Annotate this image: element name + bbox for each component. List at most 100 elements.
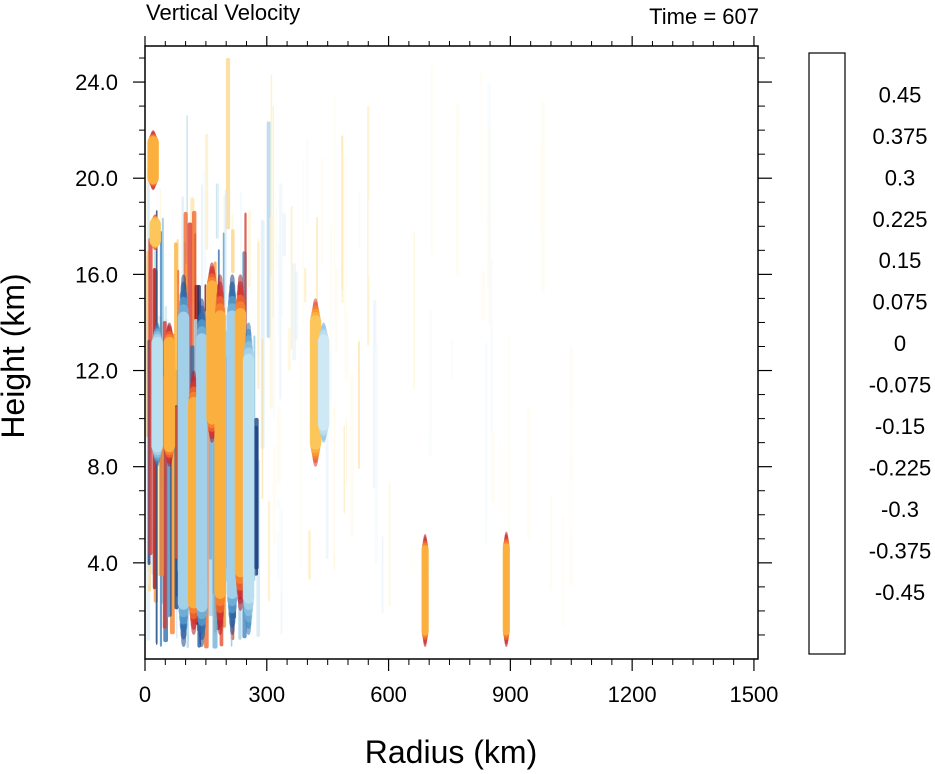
velocity-cell xyxy=(374,344,378,565)
velocity-cell xyxy=(569,479,574,534)
velocity-cell xyxy=(275,136,279,367)
velocity-cell xyxy=(540,146,543,231)
velocity-cell xyxy=(499,307,503,516)
velocity-cell xyxy=(425,197,431,434)
x-tick-label: 1200 xyxy=(608,682,657,707)
velocity-cell xyxy=(464,122,468,285)
plot-frame xyxy=(144,45,759,660)
x-axis-ticks: 0 300 600 900 1200 1500 xyxy=(139,36,778,707)
velocity-cell xyxy=(332,417,335,553)
velocity-cell xyxy=(151,336,163,453)
velocity-cell xyxy=(147,136,159,185)
velocity-cell xyxy=(484,342,488,545)
velocity-cell xyxy=(388,482,391,607)
x-axis-label: Radius (km) xyxy=(365,734,537,770)
velocity-cell xyxy=(444,414,448,586)
velocity-cell xyxy=(247,209,252,287)
colorbar-label: 0.3 xyxy=(885,165,916,190)
velocity-cell xyxy=(413,232,415,390)
colorbar-label: -0.15 xyxy=(875,414,925,439)
colorbar-label: 0.075 xyxy=(872,290,927,315)
velocity-cell xyxy=(569,347,573,586)
x-tick-label: 900 xyxy=(492,682,529,707)
velocity-cell xyxy=(329,224,332,443)
velocity-cell xyxy=(507,334,510,563)
velocity-cell xyxy=(277,406,281,485)
velocity-feature-12 xyxy=(242,322,255,635)
velocity-cell xyxy=(345,417,347,487)
chart-title: Vertical Velocity xyxy=(146,0,300,25)
y-tick-label: 24.0 xyxy=(75,70,118,95)
colorbar-label: -0.075 xyxy=(869,373,931,398)
velocity-cell xyxy=(334,266,338,352)
colorbar-frame xyxy=(808,52,846,655)
velocity-cell xyxy=(290,206,293,350)
velocity-cell xyxy=(558,337,561,509)
velocity-cell xyxy=(559,379,563,406)
velocity-feature-9 xyxy=(214,274,226,635)
colorbar: 0.45 0.375 0.3 0.225 0.15 0.075 0 -0.075 -0.15 -0… xyxy=(808,52,931,655)
velocity-cell xyxy=(505,102,507,327)
velocity-cell xyxy=(525,233,528,274)
velocity-cell xyxy=(344,313,349,381)
velocity-cell xyxy=(462,186,465,365)
velocity-cell xyxy=(287,327,291,371)
velocity-cell xyxy=(272,105,274,318)
velocity-cell xyxy=(167,151,170,366)
velocity-feature-4 xyxy=(163,322,176,467)
velocity-cell xyxy=(275,507,279,533)
velocity-cell xyxy=(390,483,393,533)
velocity-cell xyxy=(421,545,429,636)
colorbar-label: -0.45 xyxy=(875,580,925,605)
velocity-cell xyxy=(291,331,295,546)
velocity-cell xyxy=(368,199,370,278)
velocity-cell xyxy=(350,374,354,535)
velocity-cell xyxy=(526,595,531,636)
velocity-cell xyxy=(300,346,303,568)
velocity-cell xyxy=(436,177,441,231)
velocity-cell xyxy=(269,216,273,409)
colorbar-label: -0.225 xyxy=(869,456,931,481)
velocity-cell xyxy=(487,126,491,325)
velocity-cell xyxy=(231,229,235,273)
velocity-cell xyxy=(149,217,161,247)
velocity-feature-3 xyxy=(151,322,163,467)
velocity-cell xyxy=(570,412,573,455)
time-label: Time = 607 xyxy=(649,4,759,29)
velocity-cell xyxy=(486,518,491,580)
colorbar-label: -0.3 xyxy=(881,497,919,522)
velocity-cell xyxy=(366,363,371,502)
velocity-cell xyxy=(329,353,332,399)
velocity-cell xyxy=(177,311,190,610)
velocity-cell xyxy=(159,188,162,221)
velocity-cell xyxy=(257,241,260,390)
colorbar-label: 0.45 xyxy=(879,82,922,107)
velocity-cell xyxy=(519,518,524,608)
velocity-cell xyxy=(358,341,360,469)
velocity-feature-2 xyxy=(149,214,161,251)
velocity-cell xyxy=(341,135,344,304)
velocity-cell xyxy=(434,516,439,615)
y-axis-ticks: 4.0 8.0 12.0 16.0 20.0 24.0 xyxy=(75,57,772,636)
velocity-feature-14 xyxy=(317,322,330,443)
velocity-cell xyxy=(401,151,404,334)
velocity-cell xyxy=(358,191,361,250)
velocity-cell xyxy=(304,267,307,303)
velocity-feature-5 xyxy=(177,274,190,647)
velocity-cell xyxy=(527,407,531,539)
velocity-feature-16 xyxy=(502,531,510,647)
velocity-cell xyxy=(480,461,484,635)
colorbar-label: 0 xyxy=(894,331,906,356)
velocity-cell xyxy=(555,475,558,512)
velocity-cell xyxy=(201,184,203,316)
colorbar-label: 0.15 xyxy=(879,248,922,273)
y-axis-label: Height (km) xyxy=(0,273,31,438)
velocity-cell xyxy=(563,130,566,302)
velocity-cell xyxy=(294,271,298,340)
velocity-cell xyxy=(491,431,495,503)
velocity-cell xyxy=(254,417,259,570)
x-tick-label: 1500 xyxy=(729,682,778,707)
x-tick-label: 300 xyxy=(248,682,285,707)
velocity-cell xyxy=(163,336,176,453)
